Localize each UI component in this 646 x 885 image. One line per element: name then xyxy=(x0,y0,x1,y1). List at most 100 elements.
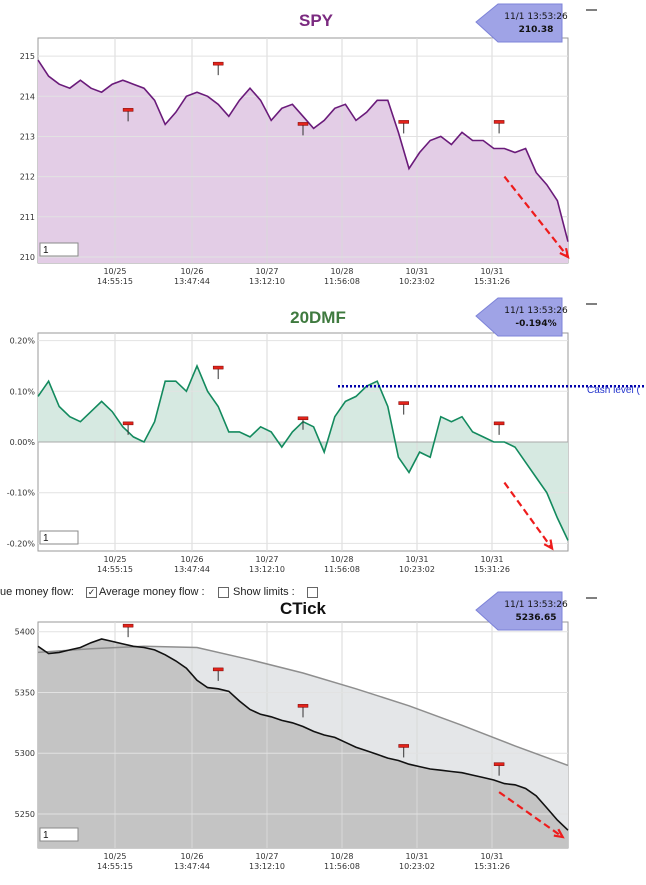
ctick-average-line xyxy=(37,645,569,767)
ctick-marker-flag-0[interactable] xyxy=(122,623,134,628)
spy-xtick-time: 13:12:10 xyxy=(249,277,285,286)
true-flow-checkbox[interactable]: ✓ xyxy=(86,587,97,598)
ctick-trend-arrowhead xyxy=(553,828,565,839)
ctick-value-badge xyxy=(475,591,563,631)
cash-level-label: Cash level ( xyxy=(587,385,640,396)
ctick-ytick-label: 5350 xyxy=(15,688,35,697)
dmf-zoom-value: 1 xyxy=(43,533,49,544)
dmf-marker-flag-4[interactable] xyxy=(493,421,505,426)
average-flow-checkbox[interactable] xyxy=(218,587,229,598)
ctick-zoom-input[interactable] xyxy=(39,827,79,842)
dmf-badge-value: -0.194% xyxy=(515,319,556,329)
spy-ytick-label: 214 xyxy=(20,92,35,101)
spy-xtick-time: 14:55:15 xyxy=(97,277,133,286)
spy-ytick-label: 210 xyxy=(20,253,35,262)
ctick-xtick-time: 15:31:26 xyxy=(474,862,510,871)
ctick-xtick-time: 10:23:02 xyxy=(399,862,435,871)
spy-ytick-label: 215 xyxy=(20,52,35,61)
dmf-ytick-label: -0.20% xyxy=(7,539,36,548)
ctick-xtick-date: 10/25 xyxy=(103,852,126,861)
ctick-xtick-date: 10/31 xyxy=(480,852,503,861)
spy-xtick-time: 13:47:44 xyxy=(174,277,210,286)
dmf-xtick-time: 14:55:15 xyxy=(97,565,133,574)
dmf-chart-title: 20DMF xyxy=(290,308,346,327)
spy-badge-time: 11/1 13:53:26 xyxy=(504,12,568,22)
dmf-marker-flag-3[interactable] xyxy=(398,401,409,405)
spy-ytick-label: 212 xyxy=(20,173,35,182)
ctick-marker-flag-1[interactable] xyxy=(212,667,224,672)
ctick-ytick-label: 5250 xyxy=(15,810,35,819)
ctick-marker-flag-3[interactable] xyxy=(398,744,409,748)
dmf-chart-panel: 0.20% 0.10% 0.00% -0.10% -0.20% Cash level ( 1… xyxy=(7,297,646,574)
spy-badge-value: 210.38 xyxy=(519,25,554,35)
spy-trend-arrow xyxy=(503,175,569,258)
ctick-ytick-label: 5300 xyxy=(15,749,35,758)
spy-marker-flag-4[interactable] xyxy=(493,120,505,124)
dmf-marker-flag-2[interactable] xyxy=(297,416,309,421)
spy-xtick-time: 11:56:08 xyxy=(324,277,360,286)
spy-zoom-value: 1 xyxy=(43,245,49,256)
ctick-trend-arrow xyxy=(498,791,564,838)
ctick-marker-flag-4[interactable] xyxy=(493,762,505,766)
ctick-xtick-time: 13:12:10 xyxy=(249,862,285,871)
spy-xtick-date: 10/27 xyxy=(255,267,278,276)
spy-xtick-date: 10/25 xyxy=(103,267,126,276)
dmf-xtick-date: 10/28 xyxy=(330,555,353,564)
true-flow-label: ue money flow: xyxy=(0,586,74,598)
dmf-ytick-label: 0.00% xyxy=(10,438,36,447)
show-limits-checkbox[interactable] xyxy=(307,587,318,598)
spy-value-badge xyxy=(475,3,563,43)
spy-ytick-label: 211 xyxy=(20,213,35,222)
spy-marker-flag-2[interactable] xyxy=(297,122,309,126)
dmf-value-badge xyxy=(475,297,563,337)
show-limits-label: Show limits : xyxy=(233,586,295,598)
spy-xtick-time: 10:23:02 xyxy=(399,277,435,286)
dmf-xtick-time: 11:56:08 xyxy=(324,565,360,574)
dmf-xtick-time: 15:31:26 xyxy=(474,565,510,574)
spy-xtick-time: 15:31:26 xyxy=(474,277,510,286)
dmf-zoom-input[interactable] xyxy=(39,530,79,545)
dmf-xtick-time: 13:12:10 xyxy=(249,565,285,574)
dmf-marker-flag-0[interactable] xyxy=(122,421,134,426)
ctick-zoom-value: 1 xyxy=(43,830,49,841)
ctick-xtick-date: 10/28 xyxy=(330,852,353,861)
spy-marker-flag-0[interactable] xyxy=(122,108,134,112)
dmf-series-area xyxy=(38,366,568,541)
dmf-xtick-date: 10/31 xyxy=(405,555,428,564)
ctick-series-area xyxy=(38,639,568,848)
spy-series-line xyxy=(37,59,569,242)
dmf-xtick-date: 10/25 xyxy=(103,555,126,564)
dmf-badge-time: 11/1 13:53:26 xyxy=(504,306,568,316)
ctick-marker-flag-2[interactable] xyxy=(297,704,309,708)
ctick-xtick-time: 13:47:44 xyxy=(174,862,210,871)
spy-xtick-date: 10/26 xyxy=(180,267,203,276)
ctick-badge-value: 5236.65 xyxy=(516,613,557,623)
dmf-marker-flag-1[interactable] xyxy=(212,365,224,370)
dmf-ytick-label: 0.20% xyxy=(10,337,36,346)
spy-marker-flag-3[interactable] xyxy=(398,120,409,124)
dmf-xtick-date: 10/26 xyxy=(180,555,203,564)
ctick-series-line xyxy=(37,638,569,831)
dmf-xtick-time: 13:47:44 xyxy=(174,565,210,574)
dmf-trend-arrow xyxy=(503,481,553,550)
dmf-xtick-date: 10/27 xyxy=(255,555,278,564)
dmf-trend-arrowhead xyxy=(543,539,554,551)
spy-ytick-label: 213 xyxy=(20,132,35,141)
spy-xtick-date: 10/28 xyxy=(330,267,353,276)
ctick-xtick-date: 10/26 xyxy=(180,852,203,861)
spy-xtick-date: 10/31 xyxy=(480,267,503,276)
spy-trend-arrowhead xyxy=(559,247,570,259)
dmf-ytick-label: -0.10% xyxy=(7,489,36,498)
spy-zoom-input[interactable] xyxy=(39,242,79,257)
flow-options-bar: ue money flow: ✓ Average money flow : Sh… xyxy=(0,585,646,601)
ctick-xtick-time: 14:55:15 xyxy=(97,862,133,871)
average-flow-label: Average money flow : xyxy=(99,586,205,598)
dmf-ytick-label: 0.10% xyxy=(10,387,36,396)
ctick-xtick-date: 10/27 xyxy=(255,852,278,861)
ctick-ytick-label: 5400 xyxy=(15,628,35,637)
spy-marker-flag-1[interactable] xyxy=(212,61,224,66)
ctick-badge-time: 11/1 13:53:26 xyxy=(504,600,568,610)
